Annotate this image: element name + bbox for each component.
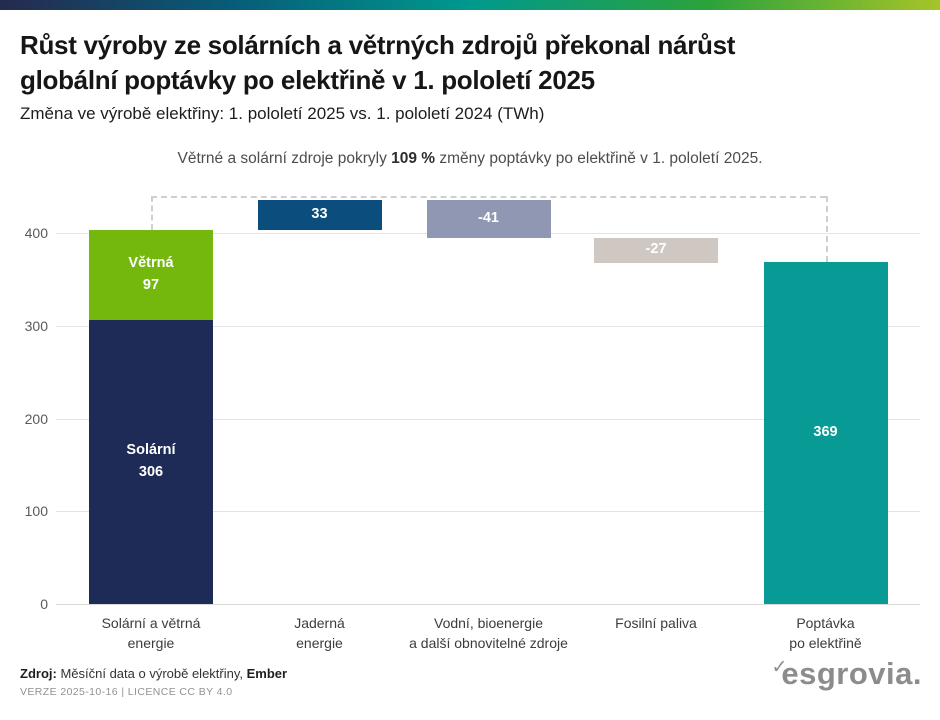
key-finding-annotation: Větrné a solární zdroje pokryly 109 % zm… [0, 150, 940, 168]
brand-gradient-bar [0, 0, 940, 10]
y-tick-label: 200 [24, 410, 48, 427]
y-tick-label: 400 [24, 225, 48, 241]
dashed-connector-left [151, 196, 153, 231]
gridline [56, 418, 920, 420]
chart-bar: -27 [594, 237, 718, 263]
title-line-1: Růst výroby ze solárních a větrných zdro… [20, 30, 736, 60]
source-label: Zdroj: [20, 666, 57, 681]
esgrovia-logo: ✓esgrovia. [768, 656, 922, 692]
x-category-label: Solární a větrná energie [101, 615, 201, 651]
source-org: Ember [246, 666, 288, 681]
source-line: Zdroj: Měsíční data o výrobě elektřiny, … [20, 666, 287, 681]
dashed-connector-right [825, 196, 828, 262]
annotation-highlight: 109 % [391, 150, 436, 167]
x-category-label: Fosilní paliva [615, 615, 697, 631]
annotation-suffix: změny poptávky po elektřině v 1. pololet… [435, 150, 763, 167]
y-tick-label: 100 [24, 503, 48, 520]
logo-check-icon: ✓ [771, 657, 787, 678]
chart-bar-segment: Solární 306 [89, 320, 213, 604]
page-title: Růst výroby ze solárních a větrných zdro… [20, 28, 925, 97]
chart-bar: 33 [257, 199, 382, 231]
gridline [56, 325, 920, 327]
y-tick-label: 0 [40, 596, 48, 612]
version-license-line: VERZE 2025-10-16 | LICENCE CC BY 4.0 [20, 686, 233, 698]
chart-bar-segment: Větrná 97 [89, 230, 213, 321]
chart-bar: -41 [426, 199, 551, 238]
source-text: Měsíční data o výrobě elektřiny, [56, 666, 247, 681]
logo-wordmark: esgrovia. [781, 656, 922, 691]
chart-plot: 0 100 200 300 400 Solární 306 Větrná 97 Solární… [0, 190, 940, 660]
x-category-label: Poptávka po elektřině [789, 615, 862, 651]
y-tick-label: 300 [24, 317, 48, 334]
gridline [56, 511, 920, 513]
chart-subtitle: Změna ve výrobě elektřiny: 1. pololetí 2… [20, 104, 545, 123]
annotation-prefix: Větrné a solární zdroje pokryly [177, 150, 392, 167]
dashed-connector-horizontal [151, 196, 826, 198]
chart-bar: 369 [763, 261, 888, 604]
x-category-label: Vodní, bioenergie a další obnovitelné zd… [409, 615, 568, 651]
x-category-label: Jaderná energie [294, 615, 345, 651]
gridline [56, 604, 920, 605]
title-line-2: globální poptávky po elektřině v 1. polo… [20, 64, 595, 95]
